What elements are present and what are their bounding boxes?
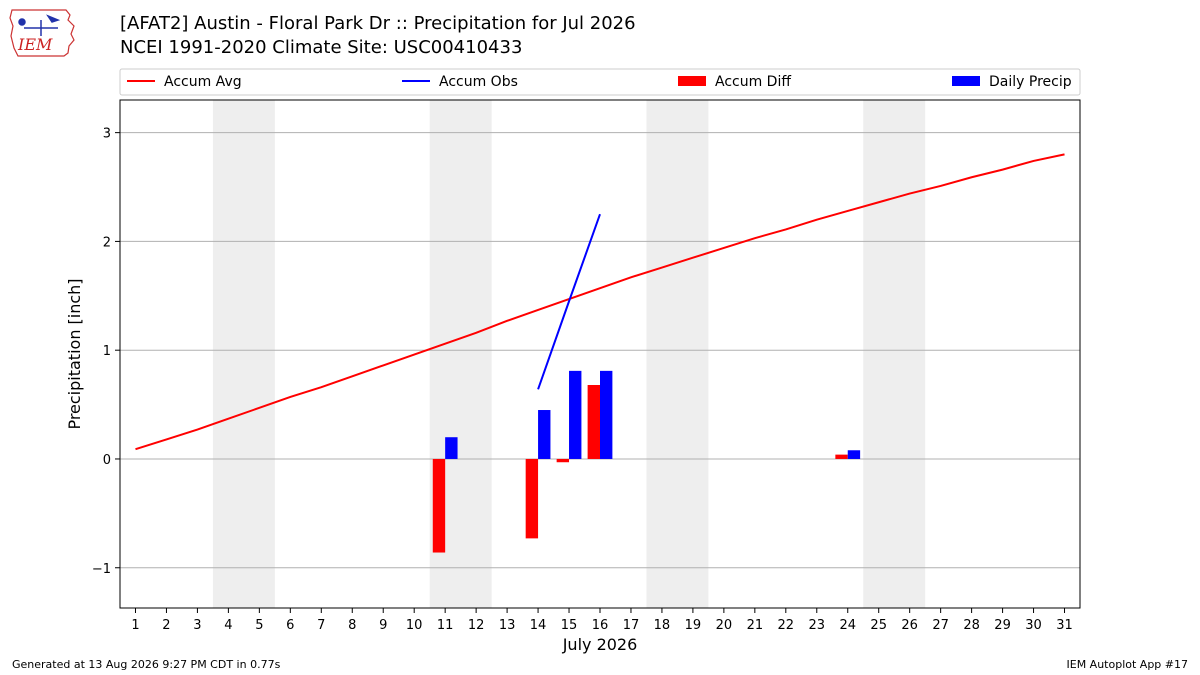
x-axis-label: July 2026 bbox=[562, 635, 638, 654]
x-tick-label: 11 bbox=[437, 618, 454, 633]
x-tick-label: 30 bbox=[1025, 618, 1042, 633]
x-tick-label: 5 bbox=[255, 618, 263, 633]
daily-precip-bar bbox=[569, 370, 582, 459]
y-tick-label: 1 bbox=[103, 344, 111, 359]
x-tick-label: 18 bbox=[654, 618, 671, 633]
logo-text: IEM bbox=[17, 35, 53, 54]
x-tick-label: 25 bbox=[870, 618, 887, 633]
x-tick-label: 17 bbox=[623, 618, 640, 633]
x-tick-label: 21 bbox=[747, 618, 764, 633]
accum-diff-bar bbox=[835, 454, 848, 459]
x-tick-label: 2 bbox=[162, 618, 170, 633]
x-tick-label: 19 bbox=[685, 618, 702, 633]
legend-accum-diff-swatch bbox=[678, 76, 706, 86]
legend-accum-avg-label: Accum Avg bbox=[164, 74, 242, 90]
x-tick-label: 31 bbox=[1056, 618, 1073, 633]
y-axis: −1 0 1 2 3 bbox=[92, 127, 120, 577]
iem-logo: IEM bbox=[9, 9, 75, 57]
x-tick-label: 4 bbox=[224, 618, 232, 633]
accum-diff-bar bbox=[432, 458, 446, 553]
weekend-band bbox=[212, 100, 275, 608]
x-tick-label: 28 bbox=[963, 618, 980, 633]
footer-generated: Generated at 13 Aug 2026 9:27 PM CDT in … bbox=[12, 658, 281, 671]
accum-diff-bar bbox=[525, 458, 539, 539]
x-tick-label: 24 bbox=[839, 618, 856, 633]
x-tick-label: 29 bbox=[994, 618, 1011, 633]
x-tick-label: 9 bbox=[379, 618, 387, 633]
x-tick-label: 10 bbox=[406, 618, 423, 633]
daily-precip-bar bbox=[445, 437, 458, 459]
x-tick-label: 12 bbox=[468, 618, 485, 633]
x-tick-label: 16 bbox=[592, 618, 609, 633]
chart-subtitle: NCEI 1991-2020 Climate Site: USC00410433 bbox=[120, 37, 523, 58]
y-tick-label: 2 bbox=[103, 235, 111, 250]
weekend-band bbox=[646, 100, 709, 608]
accum-diff-bar bbox=[587, 385, 600, 459]
weather-station-icon bbox=[18, 14, 61, 36]
legend-daily-precip-swatch bbox=[952, 76, 980, 86]
legend: Accum Avg Accum Obs Accum Diff Daily Precip bbox=[119, 68, 1081, 96]
weekend-shading bbox=[212, 100, 926, 608]
x-tick-label: 7 bbox=[317, 618, 325, 633]
legend-accum-obs-label: Accum Obs bbox=[439, 74, 518, 90]
legend-accum-diff-label: Accum Diff bbox=[715, 74, 791, 90]
chart-title: [AFAT2] Austin - Floral Park Dr :: Preci… bbox=[120, 13, 636, 34]
x-axis: 1 2 3 4 5 6 7 8 9 10 11 12 13 14 15 16 17 18 19 20 21 22 23 24 2… bbox=[131, 608, 1073, 633]
y-tick-label: 3 bbox=[103, 127, 111, 142]
legend-box bbox=[119, 68, 1081, 96]
footer-app: IEM Autoplot App #17 bbox=[1066, 658, 1189, 671]
x-tick-label: 13 bbox=[499, 618, 516, 633]
iowa-outline-icon bbox=[9, 9, 75, 57]
x-tick-label: 3 bbox=[193, 618, 201, 633]
x-tick-label: 26 bbox=[901, 618, 918, 633]
x-tick-label: 22 bbox=[778, 618, 795, 633]
x-tick-label: 20 bbox=[716, 618, 733, 633]
x-tick-label: 27 bbox=[932, 618, 949, 633]
daily-precip-bar bbox=[847, 450, 861, 459]
accum-avg-line bbox=[135, 153, 1065, 451]
legend-daily-precip-label: Daily Precip bbox=[989, 74, 1072, 90]
weekend-band bbox=[863, 100, 926, 608]
accum-diff-bar bbox=[556, 458, 570, 463]
daily-precip-bar bbox=[538, 410, 551, 459]
bars bbox=[432, 370, 861, 553]
x-tick-label: 1 bbox=[131, 618, 139, 633]
y-tick-label: −1 bbox=[92, 562, 111, 577]
x-tick-label: 23 bbox=[809, 618, 826, 633]
x-tick-label: 6 bbox=[286, 618, 294, 633]
accum-obs-line bbox=[537, 213, 601, 390]
lines bbox=[135, 153, 1065, 451]
y-tick-label: 0 bbox=[103, 453, 111, 468]
daily-precip-bar bbox=[600, 370, 613, 459]
x-tick-label: 14 bbox=[530, 618, 547, 633]
x-tick-label: 8 bbox=[348, 618, 356, 633]
x-tick-label: 15 bbox=[561, 618, 578, 633]
y-axis-label: Precipitation [inch] bbox=[65, 278, 84, 429]
